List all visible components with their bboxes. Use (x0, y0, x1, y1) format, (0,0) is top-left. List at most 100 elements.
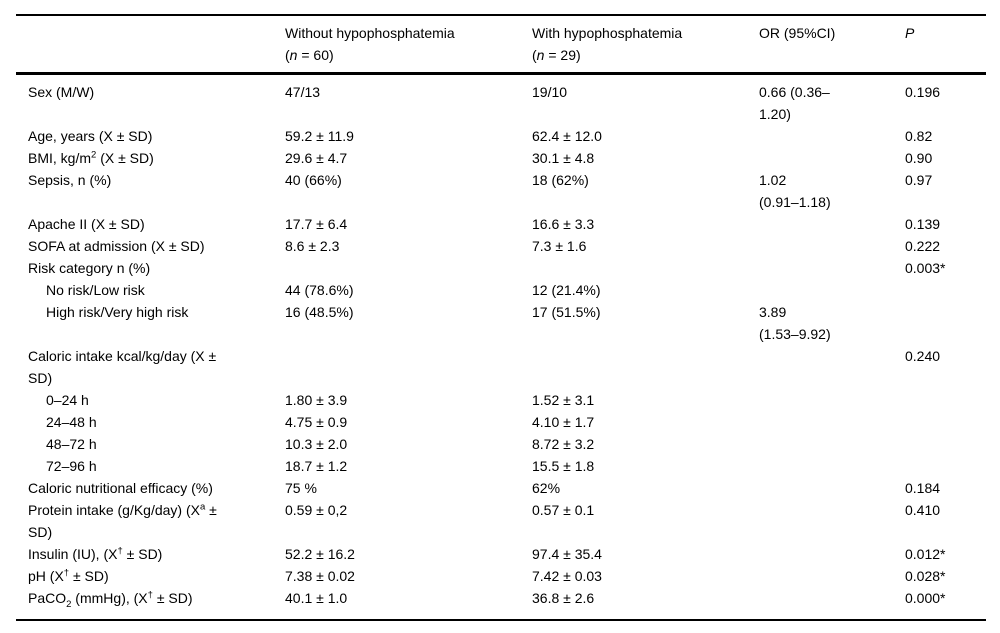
p-value-cell: 0.000* (905, 590, 946, 606)
p-value-cell: 0.90 (905, 150, 933, 166)
header-without-hypophosphatemia: Without hypophosphatemia (n = 60) (285, 15, 532, 75)
p-value-cell (905, 279, 986, 301)
header-row: Without hypophosphatemia (n = 60) With h… (16, 15, 986, 75)
or-cell (759, 235, 905, 257)
with-hypophosphatemia-cell: 17 (51.5%) (532, 304, 601, 320)
without-hypophosphatemia-cell: 7.38 ± 0.02 (285, 568, 355, 584)
without-hypophosphatemia-cell (285, 345, 532, 389)
or-cell (759, 455, 905, 477)
table-row: Apache II (X ± SD) 17.7 ± 6.4 16.6 ± 3.3 0.… (16, 213, 986, 235)
row-label-cell: Apache II (X ± SD) (28, 216, 145, 232)
with-hypophosphatemia-cell (532, 345, 759, 389)
without-hypophosphatemia-cell: 29.6 ± 4.7 (285, 150, 348, 166)
row-label-cell: Insulin (IU), (X† ± SD) (28, 545, 163, 562)
or-cell (759, 279, 905, 301)
hypophosphatemia-comparison-table: Without hypophosphatemia (n = 60) With h… (16, 14, 986, 621)
with-hypophosphatemia-cell: 15.5 ± 1.8 (532, 458, 595, 474)
row-label-cell: Risk category n (%) (28, 260, 151, 276)
p-value-cell (905, 389, 986, 411)
without-hypophosphatemia-cell: 59.2 ± 11.9 (285, 128, 354, 144)
or-cell: 1.02 (0.91–1.18) (759, 172, 831, 210)
with-hypophosphatemia-cell: 12 (21.4%) (532, 282, 601, 298)
without-hypophosphatemia-cell: 4.75 ± 0.9 (285, 414, 348, 430)
p-value-cell (905, 301, 986, 345)
or-cell (759, 147, 905, 169)
row-label-cell: Sepsis, n (%) (28, 172, 112, 188)
or-cell (759, 433, 905, 455)
row-label-cell: High risk/Very high risk (46, 304, 189, 320)
row-label-cell: SOFA at admission (X ± SD) (28, 238, 205, 254)
table-row: Protein intake (g/Kg/day) (Xa ± SD) 0.59 … (16, 499, 986, 543)
with-hypophosphatemia-cell: 0.57 ± 0.1 (532, 502, 595, 518)
row-label-cell: Sex (M/W) (28, 84, 95, 100)
table-row: Insulin (IU), (X† ± SD) 52.2 ± 16.2 97.4 ±… (16, 543, 986, 565)
table-header: Without hypophosphatemia (n = 60) With h… (16, 15, 986, 75)
row-label-cell: PaCO2 (mmHg), (X† ± SD) (28, 589, 193, 610)
with-hypophosphatemia-cell: 7.3 ± 1.6 (532, 238, 587, 254)
p-value-cell: 0.410 (905, 502, 941, 518)
table-row: PaCO2 (mmHg), (X† ± SD) 40.1 ± 1.0 36.8 ± … (16, 587, 986, 620)
with-hypophosphatemia-cell: 1.52 ± 3.1 (532, 392, 595, 408)
table-row: pH (X† ± SD) 7.38 ± 0.02 7.42 ± 0.03 0.028* (16, 565, 986, 587)
without-hypophosphatemia-cell: 52.2 ± 16.2 (285, 546, 355, 562)
with-hypophosphatemia-cell (532, 257, 759, 279)
header-label-cell (16, 15, 285, 75)
p-value-cell: 0.222 (905, 238, 941, 254)
with-hypophosphatemia-cell: 30.1 ± 4.8 (532, 150, 595, 166)
table-row: SOFA at admission (X ± SD) 8.6 ± 2.3 7.3 ±… (16, 235, 986, 257)
without-hypophosphatemia-cell: 1.80 ± 3.9 (285, 392, 348, 408)
table-row: 24–48 h 4.75 ± 0.9 4.10 ± 1.7 (16, 411, 986, 433)
p-value-cell: 0.028* (905, 568, 946, 584)
or-cell (759, 257, 905, 279)
row-label-cell: 24–48 h (46, 414, 97, 430)
row-label-cell: Protein intake (g/Kg/day) (Xa ± SD) (28, 501, 217, 540)
or-cell: 3.89 (1.53–9.92) (759, 304, 831, 342)
row-label-cell: No risk/Low risk (46, 282, 145, 298)
row-label-cell: BMI, kg/m2 (X ± SD) (28, 149, 154, 166)
table-row: BMI, kg/m2 (X ± SD) 29.6 ± 4.7 30.1 ± 4.8 0… (16, 147, 986, 169)
table-row: Sepsis, n (%) 40 (66%) 18 (62%) 1.02 (0.91–… (16, 169, 986, 213)
table-row: Sex (M/W) 47/13 19/10 0.66 (0.36– 1.20) 0.19… (16, 74, 986, 126)
or-cell (759, 499, 905, 543)
with-hypophosphatemia-cell: 62% (532, 480, 561, 496)
without-hypophosphatemia-cell: 0.59 ± 0,2 (285, 502, 348, 518)
row-label-cell: 48–72 h (46, 436, 97, 452)
p-value-cell: 0.003* (905, 260, 946, 276)
without-hypophosphatemia-cell: 40.1 ± 1.0 (285, 590, 348, 606)
or-cell (759, 411, 905, 433)
with-hypophosphatemia-cell: 7.42 ± 0.03 (532, 568, 602, 584)
table-row: Risk category n (%) 0.003* (16, 257, 986, 279)
with-hypophosphatemia-cell: 8.72 ± 3.2 (532, 436, 595, 452)
without-hypophosphatemia-cell: 75 % (285, 480, 317, 496)
comparison-table-container: Without hypophosphatemia (n = 60) With h… (16, 14, 986, 621)
header-or-95ci: OR (95%CI) (759, 15, 905, 75)
without-hypophosphatemia-cell: 16 (48.5%) (285, 304, 354, 320)
with-hypophosphatemia-cell: 97.4 ± 35.4 (532, 546, 602, 562)
without-hypophosphatemia-cell (285, 257, 532, 279)
row-label-cell: Age, years (X ± SD) (28, 128, 153, 144)
header-p-value: P (905, 15, 986, 75)
without-hypophosphatemia-cell: 8.6 ± 2.3 (285, 238, 340, 254)
without-hypophosphatemia-cell: 10.3 ± 2.0 (285, 436, 348, 452)
table-body: Sex (M/W) 47/13 19/10 0.66 (0.36– 1.20) 0.19… (16, 74, 986, 621)
without-hypophosphatemia-cell: 18.7 ± 1.2 (285, 458, 348, 474)
row-label-cell: Caloric nutritional efficacy (%) (28, 480, 213, 496)
table-row: No risk/Low risk 44 (78.6%) 12 (21.4%) (16, 279, 986, 301)
without-hypophosphatemia-cell: 17.7 ± 6.4 (285, 216, 348, 232)
or-cell (759, 543, 905, 565)
p-value-cell: 0.240 (905, 348, 941, 364)
with-hypophosphatemia-cell: 18 (62%) (532, 172, 589, 188)
or-cell (759, 213, 905, 235)
header-with-hypophosphatemia: With hypophosphatemia (n = 29) (532, 15, 759, 75)
row-label-cell: 72–96 h (46, 458, 97, 474)
table-row: 48–72 h 10.3 ± 2.0 8.72 ± 3.2 (16, 433, 986, 455)
without-hypophosphatemia-cell: 47/13 (285, 84, 321, 100)
or-cell (759, 565, 905, 587)
p-value-cell: 0.139 (905, 216, 941, 232)
p-value-cell: 0.196 (905, 84, 941, 100)
p-value-cell: 0.184 (905, 480, 941, 496)
with-hypophosphatemia-cell: 62.4 ± 12.0 (532, 128, 602, 144)
or-cell (759, 345, 905, 389)
with-hypophosphatemia-cell: 4.10 ± 1.7 (532, 414, 595, 430)
table-row: 72–96 h 18.7 ± 1.2 15.5 ± 1.8 (16, 455, 986, 477)
